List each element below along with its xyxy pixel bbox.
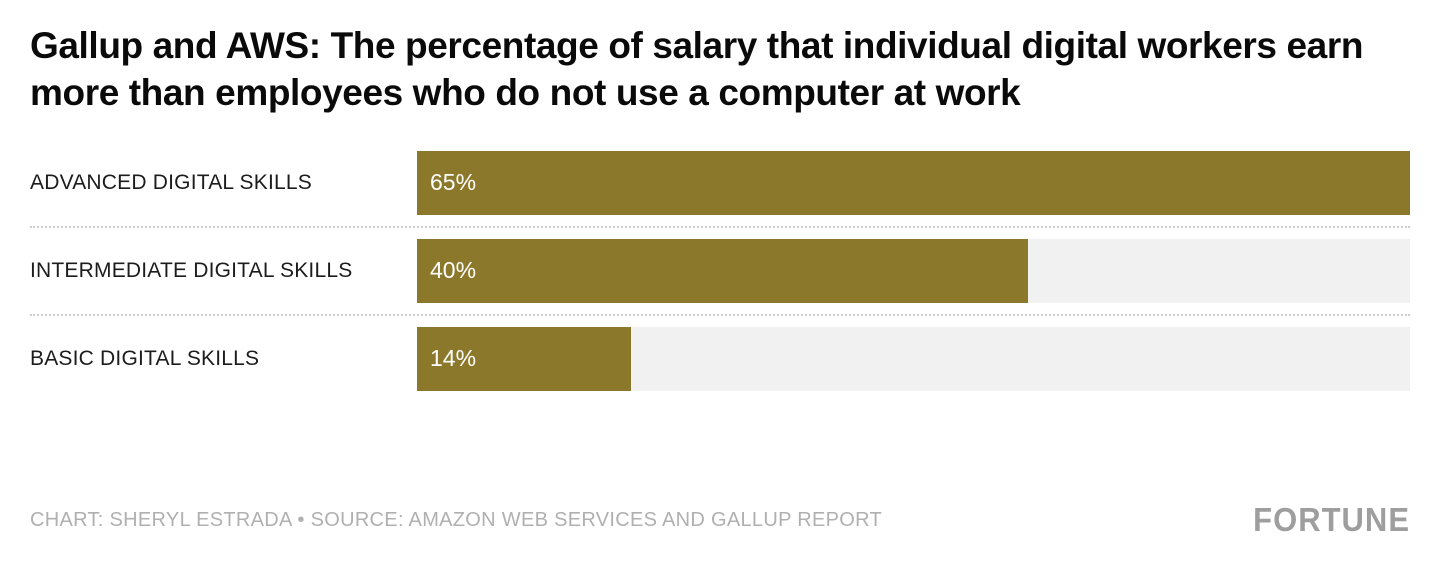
- value-label: 40%: [430, 257, 477, 284]
- bar: 40%: [417, 238, 1029, 303]
- category-label: ADVANCED DIGITAL SKILLS: [30, 170, 312, 194]
- bar-row: INTERMEDIATE DIGITAL SKILLS 40%: [30, 228, 1410, 316]
- bar-row: ADVANCED DIGITAL SKILLS 65%: [30, 150, 1410, 228]
- bar-row: BASIC DIGITAL SKILLS 14%: [30, 316, 1410, 402]
- bar-track: 65%: [417, 150, 1410, 215]
- bar-track: 40%: [417, 238, 1410, 303]
- value-label: 65%: [430, 169, 477, 196]
- value-label: 14%: [430, 345, 477, 372]
- fortune-logo: FORTUNE: [1253, 500, 1410, 539]
- category-label: INTERMEDIATE DIGITAL SKILLS: [30, 258, 353, 282]
- chart-title: Gallup and AWS: The percentage of salary…: [30, 25, 1364, 114]
- bar-track: 14%: [417, 326, 1410, 391]
- chart-footer: CHART: SHERYL ESTRADA • SOURCE: AMAZON W…: [30, 500, 1410, 539]
- category-label: BASIC DIGITAL SKILLS: [30, 346, 260, 370]
- chart-credit: CHART: SHERYL ESTRADA • SOURCE: AMAZON W…: [30, 508, 882, 531]
- bar: 65%: [417, 150, 1410, 215]
- bar: 14%: [417, 326, 631, 391]
- bar-rows: ADVANCED DIGITAL SKILLS 65% INTERMEDIATE D…: [30, 150, 1410, 402]
